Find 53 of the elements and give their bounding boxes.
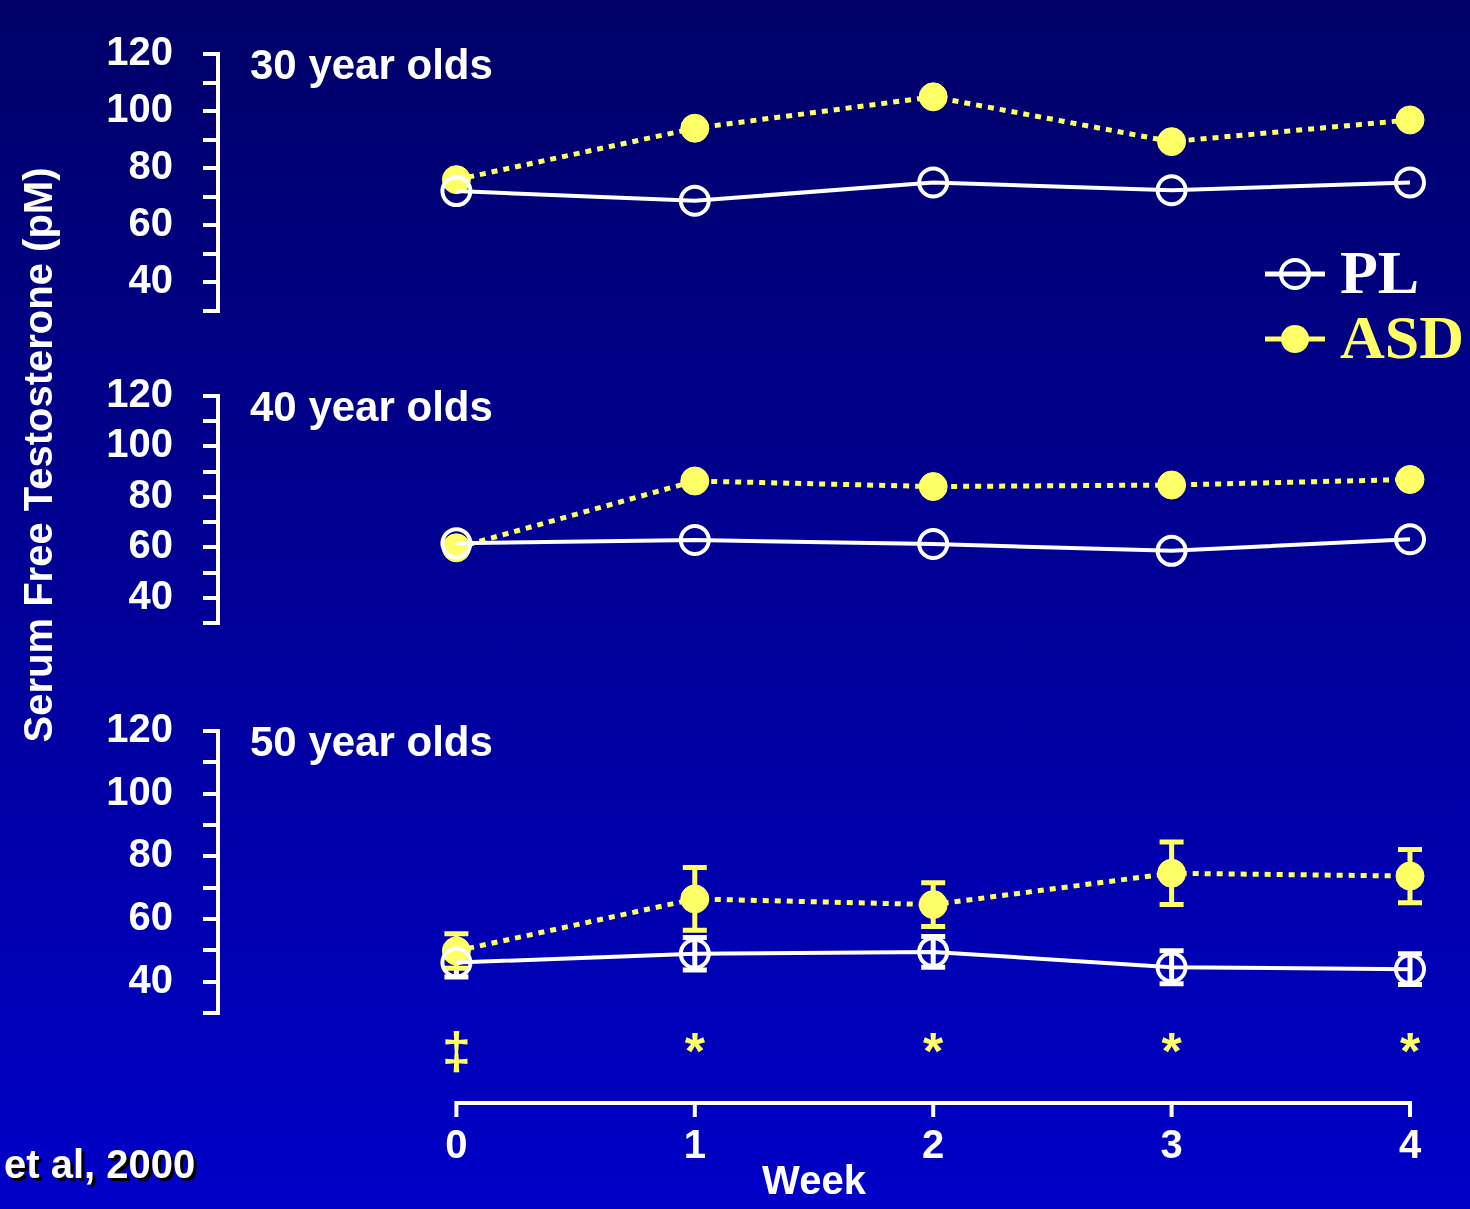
y-axis-title: Serum Free Testosterone (pM) bbox=[15, 167, 61, 743]
y-tick-label: 100 bbox=[106, 86, 173, 131]
point bbox=[918, 82, 948, 112]
point bbox=[1155, 534, 1188, 567]
point bbox=[918, 472, 948, 502]
y-tick-label: 100 bbox=[106, 421, 173, 466]
x-tick-label: 2 bbox=[922, 1122, 945, 1167]
chart-title: 40 year olds bbox=[250, 382, 493, 430]
point bbox=[1157, 470, 1187, 500]
y-tick-label: 80 bbox=[128, 831, 173, 876]
point bbox=[1155, 174, 1188, 207]
annotation: * bbox=[923, 1022, 945, 1081]
point bbox=[917, 166, 950, 199]
y-tick-label: 80 bbox=[128, 143, 173, 188]
point bbox=[918, 890, 948, 920]
point bbox=[917, 528, 950, 561]
point bbox=[1157, 858, 1187, 888]
y-tick-label: 120 bbox=[106, 706, 173, 751]
point bbox=[678, 524, 711, 557]
point bbox=[680, 466, 710, 496]
point bbox=[1157, 127, 1187, 157]
y-tick-label: 80 bbox=[128, 471, 173, 516]
y-tick-label: 120 bbox=[106, 29, 173, 74]
annotation: * bbox=[1399, 1022, 1421, 1081]
point bbox=[1395, 464, 1425, 494]
y-tick-label: 100 bbox=[106, 768, 173, 813]
point bbox=[440, 175, 473, 208]
y-tick-label: 120 bbox=[106, 371, 173, 416]
y-tick-label: 60 bbox=[128, 522, 173, 567]
y-tick-label: 40 bbox=[128, 956, 173, 1001]
x-tick-label: 4 bbox=[1398, 1122, 1422, 1167]
chart-title: 30 year olds bbox=[250, 40, 493, 88]
point bbox=[1395, 105, 1425, 135]
annotation: * bbox=[684, 1022, 706, 1081]
annotation: * bbox=[1161, 1022, 1183, 1081]
point bbox=[1394, 166, 1426, 199]
point bbox=[1394, 523, 1426, 556]
y-tick-label: 40 bbox=[128, 257, 173, 302]
y-tick-label: 60 bbox=[128, 200, 173, 245]
x-tick-label: 0 bbox=[445, 1122, 468, 1167]
x-tick-label: 1 bbox=[683, 1122, 706, 1167]
chart-title: 50 year olds bbox=[250, 717, 493, 765]
text: et al, 2000 bbox=[4, 1142, 196, 1187]
point bbox=[678, 184, 711, 217]
point bbox=[680, 113, 710, 143]
annotation: ‡ bbox=[441, 1022, 471, 1081]
point bbox=[440, 527, 473, 560]
point bbox=[680, 884, 710, 914]
x-tick-label: 3 bbox=[1160, 1122, 1183, 1167]
y-tick-label: 60 bbox=[128, 894, 173, 939]
point bbox=[1395, 861, 1425, 891]
y-tick-label: 40 bbox=[128, 572, 173, 617]
x-axis-title: Week bbox=[762, 1158, 867, 1203]
